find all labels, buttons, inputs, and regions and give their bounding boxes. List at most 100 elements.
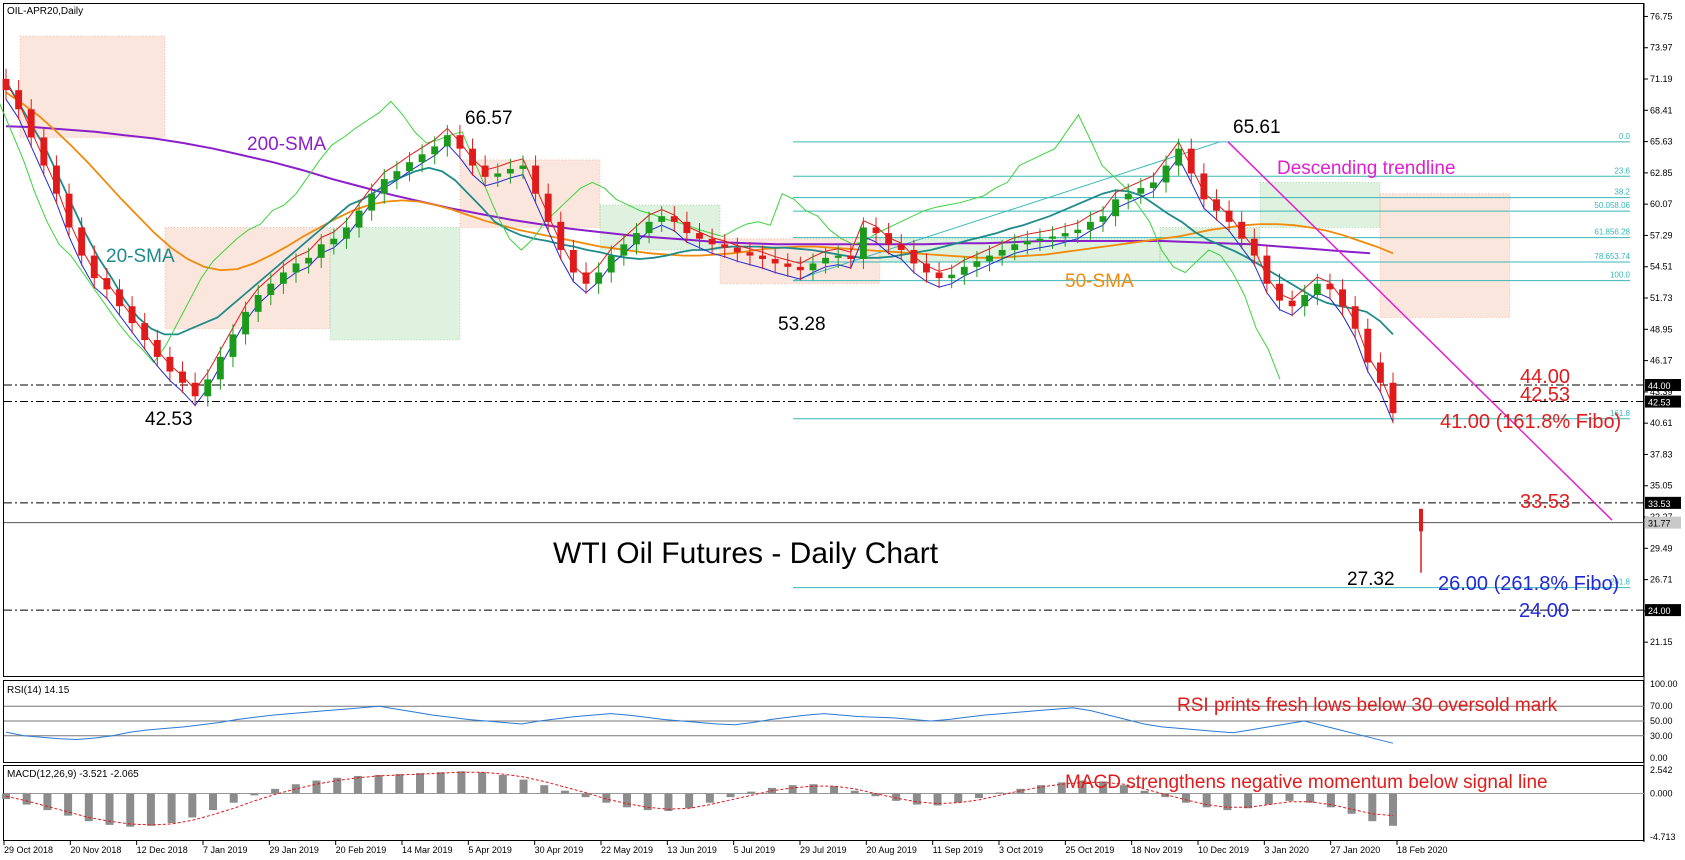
price-tick-label: 65.63: [1650, 137, 1673, 147]
price-tag-label: 24.00: [1648, 606, 1671, 616]
time-tick-label: 13 Jun 2019: [667, 845, 717, 855]
label-fibo-261: 26.00 (261.8% Fibo): [1438, 573, 1619, 595]
macd-tick-label: 0.000: [1650, 788, 1673, 798]
candle-body: [1175, 148, 1183, 166]
candle-body: [822, 257, 830, 264]
price-tick-label: 40.61: [1650, 418, 1673, 428]
time-tick-label: 3 Jan 2020: [1264, 845, 1309, 855]
candle-body: [1313, 283, 1321, 295]
candle-body: [859, 227, 867, 259]
label-level-24: 24.00: [1519, 600, 1569, 622]
price-tag-label: 33.53: [1648, 499, 1671, 509]
candle-body: [935, 272, 943, 279]
label-level-3353: 33.53: [1520, 491, 1570, 513]
ichimoku-cloud-band: [1259, 181, 1381, 228]
candle-body: [670, 216, 678, 222]
price-tag: [1645, 604, 1681, 617]
candle-body: [557, 221, 565, 250]
macd-histogram-bar: [84, 793, 93, 822]
candle-body: [418, 154, 426, 163]
label-trendline: Descending trendline: [1277, 158, 1456, 179]
time-tick-label: 27 Jan 2020: [1331, 845, 1381, 855]
macd-histogram-bar: [188, 793, 197, 818]
fibonacci-level-label: 38.2: [1614, 188, 1630, 197]
candle-body: [1149, 182, 1157, 189]
label-low-right: 27.32: [1347, 569, 1395, 590]
price-tick-label: 57.29: [1650, 230, 1673, 240]
candle-body: [658, 216, 666, 222]
candle-body: [1326, 283, 1334, 290]
time-tick-label: 14 Mar 2019: [402, 845, 453, 855]
macd-histogram-bar: [250, 793, 259, 796]
ichimoku-cloud-band: [19, 35, 166, 138]
macd-histogram-bar: [478, 772, 487, 794]
candle-body: [759, 255, 766, 259]
candle-body: [1364, 328, 1372, 363]
symbol-label: OIL-APR20,Daily: [7, 6, 83, 17]
price-tick-label: 26.71: [1650, 575, 1673, 585]
macd-tick-label: -4.713: [1650, 832, 1676, 842]
price-tick-label: 43.39: [1650, 387, 1673, 397]
rsi-tick-label: 50.00: [1650, 716, 1673, 726]
label-fibo-161: 41.00 (161.8% Fibo): [1440, 411, 1621, 433]
candle-body: [582, 272, 590, 284]
label-sma50: 50-SMA: [1065, 271, 1134, 292]
macd-histogram-bar: [685, 793, 694, 809]
price-axis: 76.75 73.97 71.19 68.41 65.63 62.85 60.07 57.29…: [1644, 11, 1681, 647]
macd-histogram-bar: [519, 779, 528, 794]
macd-histogram-bar: [1202, 793, 1211, 808]
price-tick-label: 54.51: [1650, 262, 1673, 272]
macd-histogram-bar: [1140, 790, 1149, 794]
candle-body: [166, 356, 174, 372]
macd-histogram-bar: [167, 793, 176, 824]
macd-histogram-bar: [333, 777, 342, 794]
price-tick-label: 73.97: [1650, 43, 1673, 53]
time-tick-label: 3 Oct 2019: [999, 845, 1043, 855]
label-low-mid: 53.28: [778, 314, 826, 335]
macd-histogram-bar: [22, 793, 31, 805]
macd-histogram-bar: [643, 793, 652, 811]
candle-body: [897, 244, 905, 250]
candle-body: [973, 261, 981, 267]
macd-histogram-bar: [1264, 793, 1273, 805]
macd-histogram-bar: [271, 788, 280, 794]
macd-histogram-bar: [726, 793, 735, 798]
candle-body: [317, 244, 325, 258]
macd-histogram-bar: [809, 784, 818, 794]
candle-body: [78, 227, 86, 256]
macd-histogram-bar: [1368, 793, 1377, 822]
macd-histogram-bar: [1347, 793, 1356, 814]
fibonacci-level-label: 100.0: [1610, 271, 1631, 280]
macd-histogram-bar: [1181, 793, 1190, 803]
macd-label: MACD(12,26,9) -3.521 -2.065: [7, 769, 139, 780]
candle-body: [1339, 289, 1346, 307]
candle-body: [279, 272, 287, 284]
candle-body: [645, 221, 653, 234]
time-tick-label: 30 Apr 2019: [535, 845, 584, 855]
price-tick-label: 62.85: [1650, 168, 1673, 178]
candle-body: [128, 306, 136, 324]
sma20-line: [5, 80, 1394, 336]
time-tick-label: 29 Jan 2019: [269, 845, 319, 855]
fibonacci-level-label: 0.0: [1619, 132, 1631, 141]
macd-annotation: MACD strengthens negative momentum below…: [1065, 772, 1548, 793]
time-tick-label: 29 Jul 2019: [800, 845, 847, 855]
rsi-label: RSI(14) 14.15: [7, 685, 70, 696]
horizontal-levels: [4, 384, 1644, 611]
label-high-left: 66.57: [465, 108, 513, 129]
fibonacci-level-label: 78.653.74: [1594, 252, 1630, 261]
macd-histogram-bar: [64, 793, 73, 816]
candle-body: [885, 233, 893, 245]
fibonacci-level-label: 161.8: [1610, 409, 1631, 418]
candle-body: [1162, 165, 1170, 183]
candle-body: [796, 266, 804, 271]
macd-histogram-bar: [974, 793, 983, 799]
time-axis: 29 Oct 2018 20 Nov 2018 12 Dec 2018 7 Jan 2…: [3, 841, 1448, 855]
ichimoku-cloud-band: [1379, 193, 1511, 318]
macd-histogram-bar: [229, 793, 238, 803]
macd-histogram-bar: [353, 775, 362, 794]
candle-body: [1124, 193, 1132, 200]
macd-histogram-bar: [1119, 785, 1128, 794]
rsi-pane: 100.00 70.00 50.00 30.00 0.00: [4, 679, 1678, 763]
candle-body: [456, 135, 464, 149]
